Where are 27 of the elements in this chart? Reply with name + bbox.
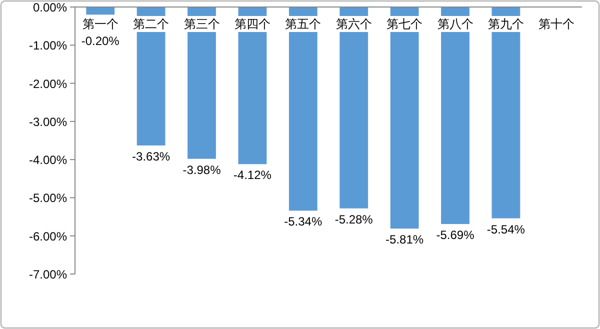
x-tick-label: 第六个 [336,17,372,31]
data-label: -5.28% [334,212,374,226]
y-tick-label: -3.00% [28,114,68,129]
y-tick-label: -6.00% [28,229,68,244]
x-tick-label: 第十个 [538,17,575,31]
x-tick-label: 第二个 [133,17,170,31]
y-tick-label: -1.00% [28,38,68,53]
y-tick-label: -7.00% [28,268,68,282]
data-label: -5.69% [436,228,475,242]
y-tick-label: -2.00% [28,76,68,91]
data-label: -5.81% [386,232,424,247]
x-tick-label: 第九个 [488,17,524,31]
x-tick-label: 第七个 [386,17,423,31]
data-label: -3.63% [132,149,170,164]
x-tick-label: 第三个 [184,17,220,31]
x-tick-label: 第八个 [437,17,474,31]
data-label: -4.12% [233,168,272,182]
y-tick-label: -4.00% [28,153,68,168]
y-tick-label: 0.00% [32,0,68,14]
x-tick-label: 第五个 [285,17,322,31]
x-tick-label: 第四个 [234,17,270,31]
data-label: -3.98% [182,162,222,177]
y-tick-label: -5.00% [28,191,68,206]
data-label: -0.20% [81,34,120,48]
x-tick-label: 第一个 [82,17,118,31]
data-label: -5.54% [486,222,526,236]
data-label: -5.34% [284,214,322,229]
